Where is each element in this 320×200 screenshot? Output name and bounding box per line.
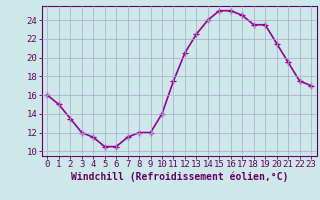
X-axis label: Windchill (Refroidissement éolien,°C): Windchill (Refroidissement éolien,°C) bbox=[70, 172, 288, 182]
